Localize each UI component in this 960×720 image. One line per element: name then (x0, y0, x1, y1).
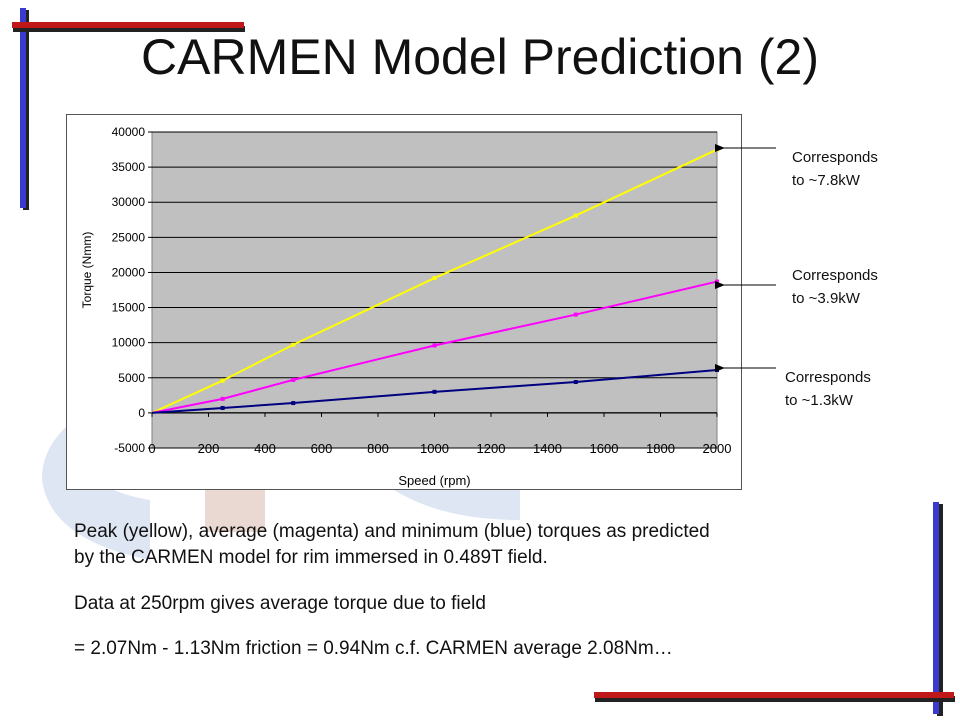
data-point (291, 401, 296, 406)
annotation-line: to ~1.3kW (785, 392, 853, 409)
x-tick-label: 1600 (590, 441, 619, 456)
data-point (432, 389, 437, 394)
annotation-line: Corresponds (792, 149, 878, 166)
accent-bar-horizontal-br (594, 692, 954, 698)
data-point (573, 213, 578, 218)
annotation-7-8kw: Corresponds to ~7.8kW (792, 146, 878, 192)
y-tick-label: -5000 (114, 441, 145, 455)
annotation-line: Corresponds (792, 267, 878, 284)
accent-bar-vertical-br-shadow (937, 504, 943, 716)
x-tick-label: 600 (311, 441, 333, 456)
x-tick-label: 1000 (420, 441, 449, 456)
plot-area (151, 131, 718, 449)
data-point (220, 378, 225, 383)
x-tick-label: 200 (198, 441, 220, 456)
annotation-line: Corresponds (785, 369, 871, 386)
body-line-4: = 2.07Nm - 1.13Nm friction = 0.94Nm c.f.… (74, 638, 673, 659)
series-line (151, 280, 718, 414)
series-line (151, 148, 718, 414)
annotation-3-9kw: Corresponds to ~3.9kW (792, 264, 878, 310)
data-point (291, 377, 296, 382)
y-tick-label: 35000 (112, 160, 146, 174)
watermark-bar (205, 488, 265, 532)
x-tick-label: 800 (367, 441, 389, 456)
data-point (432, 343, 437, 348)
data-point (220, 396, 225, 401)
body-line-1: Peak (yellow), average (magenta) and min… (74, 521, 710, 542)
y-tick-label: 30000 (112, 195, 146, 209)
accent-bar-vertical-br (933, 502, 939, 714)
x-tick-label: 2000 (703, 441, 732, 456)
data-point (573, 379, 578, 384)
data-point (291, 342, 296, 347)
watermark-logo-arc (380, 480, 520, 520)
x-tick-label: 1200 (477, 441, 506, 456)
x-tick-label: 400 (254, 441, 276, 456)
series-line (151, 369, 718, 414)
y-tick-label: 10000 (112, 336, 146, 350)
y-tick-label: 15000 (112, 301, 146, 315)
data-point (573, 312, 578, 317)
x-tick-label: 0 (148, 441, 155, 456)
accent-bar-horizontal (12, 22, 244, 28)
x-tick-label: 1800 (646, 441, 675, 456)
y-tick-label: 0 (138, 406, 145, 420)
annotation-1-3kw: Corresponds to ~1.3kW (785, 366, 871, 412)
body-line-2: by the CARMEN model for rim immersed in … (74, 547, 548, 568)
chart-frame: -5000 0 5000 10000 15000 20000 25000 30000 35000… (66, 114, 742, 490)
x-tick-label: 1400 (533, 441, 562, 456)
accent-bar-vertical (20, 8, 26, 208)
body-line-3: Data at 250rpm gives average torque due … (74, 593, 486, 614)
data-point (432, 276, 437, 281)
accent-bar-horizontal-shadow (13, 26, 245, 32)
data-point (220, 405, 225, 410)
y-tick-label: 40000 (112, 125, 146, 139)
torque-speed-chart: -500005000100001500020000250003000035000… (80, 125, 732, 488)
y-tick-label: 5000 (118, 371, 145, 385)
y-tick-label: 20000 (112, 265, 146, 279)
annotation-line: to ~7.8kW (792, 172, 860, 189)
slide-title: CARMEN Model Prediction (2) (141, 29, 819, 85)
y-tick-label: 25000 (112, 230, 146, 244)
annotation-line: to ~3.9kW (792, 290, 860, 307)
accent-bar-horizontal-br-shadow (595, 696, 955, 702)
y-axis-title: Torque (Nmm) (80, 232, 94, 309)
x-axis-title: Speed (rpm) (398, 473, 470, 488)
